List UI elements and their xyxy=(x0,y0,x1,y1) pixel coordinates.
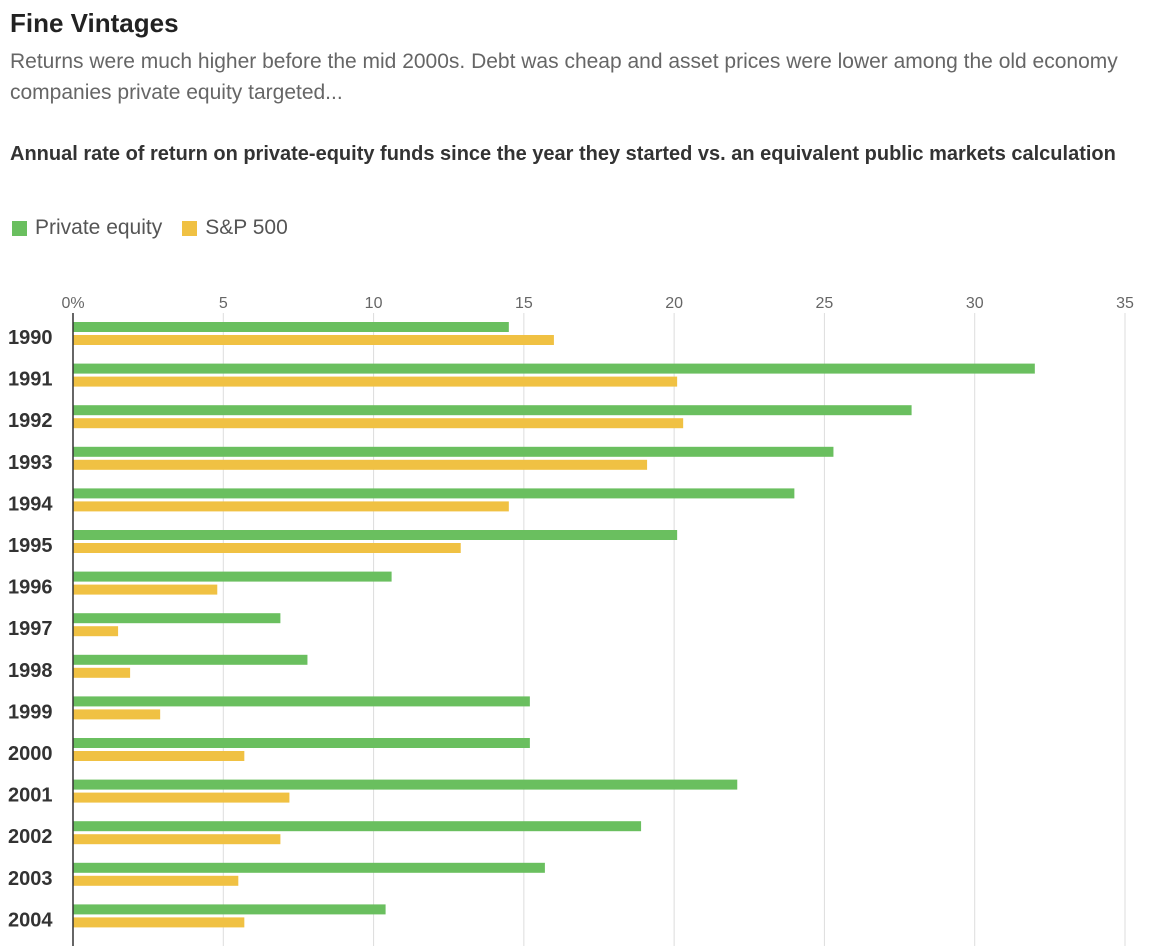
bar-sp500 xyxy=(73,501,509,512)
x-tick-label: 15 xyxy=(515,295,533,312)
bar-private-equity xyxy=(73,696,530,707)
bar-private-equity xyxy=(73,571,392,582)
x-tick-label: 30 xyxy=(966,295,984,312)
x-tick-label: 5 xyxy=(219,295,228,312)
category-label: 1992 xyxy=(8,410,53,432)
dek: Returns were much higher before the mid … xyxy=(10,50,1118,104)
bar-private-equity xyxy=(73,405,912,416)
category-label: 2001 xyxy=(8,785,53,807)
bar-private-equity xyxy=(73,654,308,665)
bar-private-equity xyxy=(73,862,545,873)
x-tick-label: 25 xyxy=(816,295,834,312)
category-label: 2000 xyxy=(8,743,53,765)
category-label: 2002 xyxy=(8,826,53,848)
legend-swatch-private-equity xyxy=(12,220,27,236)
bar-sp500 xyxy=(73,584,218,595)
category-label: 2004 xyxy=(8,909,53,931)
x-tick-label: 20 xyxy=(665,295,683,312)
legend-swatch-sp500 xyxy=(182,220,198,236)
bar-sp500 xyxy=(73,376,678,387)
category-label: 1998 xyxy=(8,660,53,682)
bar-private-equity xyxy=(73,779,738,790)
category-label: 2003 xyxy=(8,868,53,890)
x-tick-label: 35 xyxy=(1116,295,1134,312)
category-label: 1991 xyxy=(8,369,53,391)
bar-sp500 xyxy=(73,834,281,845)
category-label: 1994 xyxy=(8,493,53,515)
bar-sp500 xyxy=(73,751,245,761)
bar-sp500 xyxy=(73,792,290,803)
bar-sp500 xyxy=(73,335,554,345)
category-label: 1997 xyxy=(8,618,53,640)
bar-sp500 xyxy=(73,667,131,678)
legend-label-private-equity: Private equity xyxy=(35,216,163,239)
bar-private-equity xyxy=(73,488,795,499)
bar-private-equity xyxy=(73,322,509,332)
legend-item-sp500: S&P 500 xyxy=(182,216,288,240)
chart-title: Annual rate of return on private-equity … xyxy=(10,143,1116,165)
headline: Fine Vintages xyxy=(10,8,179,38)
bar-sp500 xyxy=(73,459,648,470)
x-tick-label: 10 xyxy=(365,295,383,312)
bar-sp500 xyxy=(73,626,119,637)
category-label: 1996 xyxy=(8,577,53,599)
category-label: 1999 xyxy=(8,701,53,723)
bar-private-equity xyxy=(73,446,834,457)
bar-sp500 xyxy=(73,917,245,928)
bar-private-equity xyxy=(73,904,386,915)
legend: Private equity S&P 500 xyxy=(12,216,308,240)
bar-private-equity xyxy=(73,821,642,832)
bar-sp500 xyxy=(73,709,161,720)
category-label: 1995 xyxy=(8,535,53,557)
category-label: 1993 xyxy=(8,452,53,474)
legend-item-private-equity: Private equity xyxy=(12,216,162,240)
bar-private-equity xyxy=(73,363,1035,374)
x-tick-label: 0% xyxy=(61,295,84,312)
bar-sp500 xyxy=(73,875,239,886)
bar-private-equity xyxy=(73,613,281,624)
legend-label-sp500: S&P 500 xyxy=(205,216,288,239)
category-label: 1990 xyxy=(8,327,53,349)
bar-private-equity xyxy=(73,738,530,748)
bar-private-equity xyxy=(73,530,678,540)
bar-sp500 xyxy=(73,543,461,553)
bar-sp500 xyxy=(73,418,684,429)
